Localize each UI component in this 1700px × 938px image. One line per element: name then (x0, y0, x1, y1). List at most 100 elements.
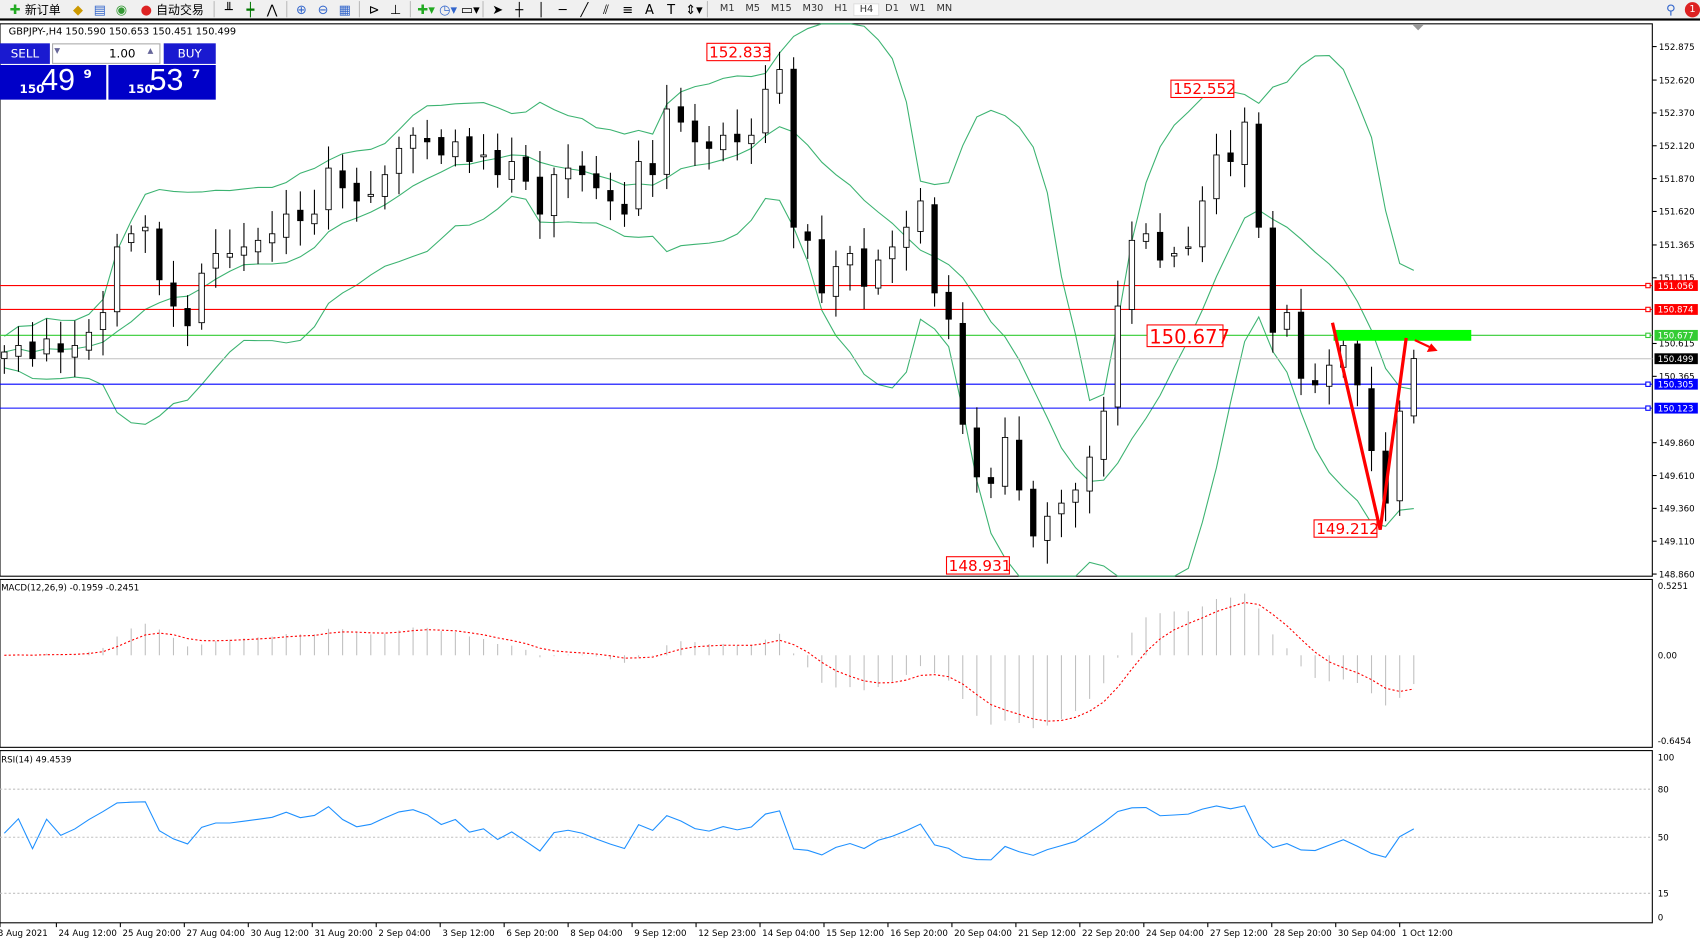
bid-tag (1654, 353, 1698, 365)
bull-candle (1058, 502, 1065, 515)
time-label: 24 Aug 12:00 (59, 929, 117, 938)
equidistant-channel-icon[interactable]: ⫽ (603, 1, 609, 17)
text-label-icon[interactable]: T (667, 1, 676, 17)
price-annotation-box (945, 556, 1010, 575)
bear-candle (1156, 231, 1164, 261)
time-label: 28 Sep 20:00 (1274, 929, 1332, 938)
lot-increase-icon[interactable]: ▲ (147, 46, 154, 56)
zoom-in-icon[interactable]: ⊕ (295, 1, 307, 17)
bear-candle (973, 427, 981, 478)
lot-size-input[interactable]: 1.00 (52, 43, 161, 64)
line-chart-icon[interactable]: ⋀ (266, 1, 278, 17)
horizontal-line-icon[interactable]: ─ (558, 1, 567, 17)
trendline-icon[interactable]: ╱ (580, 1, 589, 17)
bull-candle (508, 161, 515, 180)
bear-candle (818, 239, 825, 294)
sell-button[interactable]: SELL (0, 43, 50, 64)
zoom-out-icon[interactable]: ⊖ (317, 1, 329, 17)
bear-candle (1227, 152, 1234, 162)
bear-candle (57, 343, 64, 353)
separator (409, 1, 411, 18)
bull-candle (846, 253, 854, 266)
buy-button[interactable]: BUY (163, 43, 216, 64)
bull-candle (1072, 489, 1079, 503)
sell-price-fraction: 9 (83, 67, 92, 82)
bear-candle (353, 182, 360, 202)
price-line-label: 150.677 (1658, 332, 1694, 342)
sell-price[interactable]: 150 49 9 (0, 63, 107, 100)
timeframe-h4[interactable]: H4 (853, 2, 880, 16)
bull-candle (550, 174, 558, 217)
vertical-line-icon[interactable]: │ (537, 1, 545, 17)
new-order-label: 新订单 (24, 2, 61, 17)
bull-candle (1142, 233, 1150, 242)
timeframe-m15[interactable]: M15 (770, 2, 792, 14)
bull-candle (663, 108, 670, 175)
timeframe-mn[interactable]: MN (936, 2, 953, 14)
price-line-tag (1654, 280, 1698, 291)
bull-candle (917, 200, 924, 232)
time-label: 3 Sep 12:00 (442, 929, 494, 938)
sell-price-prefix: 150 (19, 82, 45, 97)
tile-windows-icon[interactable]: ▦ (338, 1, 351, 17)
timeframe-m1[interactable]: M1 (719, 2, 735, 14)
history-icon[interactable]: ▤ (93, 1, 106, 17)
bollinger-upper (4, 23, 1415, 402)
line-handle (1645, 405, 1651, 411)
price-tick-label: 148.860 (1659, 570, 1695, 580)
crosshair-icon[interactable]: ┼ (515, 1, 524, 17)
bull-candle (1128, 239, 1136, 310)
bear-candle (579, 165, 586, 176)
price-tick-label: 152.370 (1659, 109, 1695, 119)
auto-trading-button[interactable]: ● 自动交易 (136, 0, 208, 18)
signals-icon[interactable]: ◉ (115, 1, 128, 17)
timeframe-m5[interactable]: M5 (745, 2, 761, 14)
cursor-icon[interactable]: ➤ (492, 1, 504, 17)
bull-candle (1, 351, 8, 360)
bear-candle (860, 248, 868, 287)
forecast-arrow-head (1426, 343, 1438, 353)
price-tick-label: 151.620 (1659, 208, 1695, 218)
new-order-button[interactable]: ✚ 新订单 (4, 0, 64, 18)
bar-chart-icon[interactable]: ╨ (224, 1, 233, 17)
candlestick-icon[interactable]: ┿ (246, 1, 255, 17)
bull-candle (226, 253, 233, 258)
autoscroll-icon[interactable]: ⊥ (390, 1, 402, 17)
lot-decrease-icon[interactable]: ▼ (54, 46, 61, 56)
price-annotation: 152.552 (1173, 80, 1236, 98)
templates-icon[interactable]: ▭▾ (460, 1, 480, 17)
indicators-icon[interactable]: ✚▾ (417, 1, 435, 17)
bull-candle (1213, 154, 1220, 200)
chart-shift-icon[interactable]: ⊳ (368, 1, 380, 17)
market-watch-icon[interactable]: ◆ (73, 1, 84, 17)
timeframe-d1[interactable]: D1 (885, 2, 899, 14)
bull-candle (762, 88, 769, 134)
timeframe-m30[interactable]: M30 (802, 2, 824, 14)
separator (286, 1, 288, 18)
bull-candle (564, 167, 572, 180)
periods-icon[interactable]: ◷▾ (439, 1, 457, 17)
bull-candle (889, 246, 896, 260)
notification-badge[interactable]: 1 (1684, 1, 1700, 17)
price-annotation-box (1146, 324, 1224, 348)
fibonacci-icon[interactable]: ≡ (622, 1, 634, 17)
timeframe-w1[interactable]: W1 (909, 2, 926, 14)
bear-candle (945, 291, 952, 320)
bull-candle (832, 266, 840, 297)
timeframe-h1[interactable]: H1 (834, 2, 848, 14)
text-icon[interactable]: A (644, 1, 654, 17)
resistance-zone (1333, 329, 1472, 341)
bear-candle (184, 308, 191, 327)
bull-candle (1199, 200, 1206, 248)
buy-price[interactable]: 150 53 7 (108, 63, 216, 100)
arrows-icon[interactable]: ⇕▾ (685, 1, 703, 17)
price-tick-label: 152.120 (1659, 142, 1695, 152)
price-tick-label: 149.110 (1659, 537, 1695, 547)
line-handle (1645, 332, 1651, 339)
bull-candle (1114, 305, 1121, 408)
search-icon[interactable]: ⚲ (1665, 1, 1676, 17)
bear-candle (691, 120, 699, 143)
bull-candle (748, 134, 755, 145)
